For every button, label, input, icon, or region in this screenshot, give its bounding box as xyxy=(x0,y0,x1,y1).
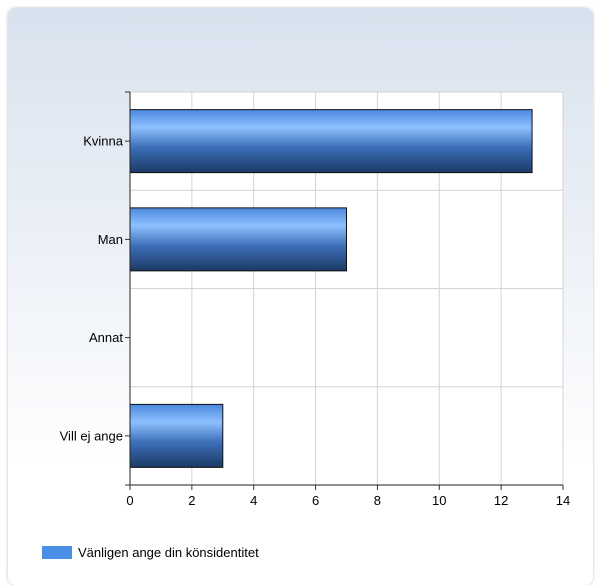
x-tick-label: 8 xyxy=(374,493,381,508)
bar xyxy=(129,403,224,468)
y-tick-label: Vill ej ange xyxy=(60,428,123,443)
y-tick-label: Man xyxy=(98,232,123,247)
legend-label: Vänligen ange din könsidentitet xyxy=(78,545,259,560)
legend-swatch xyxy=(42,546,72,559)
x-tick-label: 6 xyxy=(312,493,319,508)
x-tick-label: 12 xyxy=(494,493,508,508)
y-tick-label: Annat xyxy=(89,330,123,345)
y-tick-label: Kvinna xyxy=(83,134,124,149)
bar xyxy=(129,109,533,174)
legend: Vänligen ange din könsidentitet xyxy=(42,545,259,560)
bar xyxy=(129,207,347,272)
x-tick-label: 14 xyxy=(556,493,570,508)
x-tick-label: 4 xyxy=(250,493,257,508)
x-tick-label: 10 xyxy=(432,493,446,508)
x-tick-label: 2 xyxy=(188,493,195,508)
x-tick-label: 0 xyxy=(126,493,133,508)
